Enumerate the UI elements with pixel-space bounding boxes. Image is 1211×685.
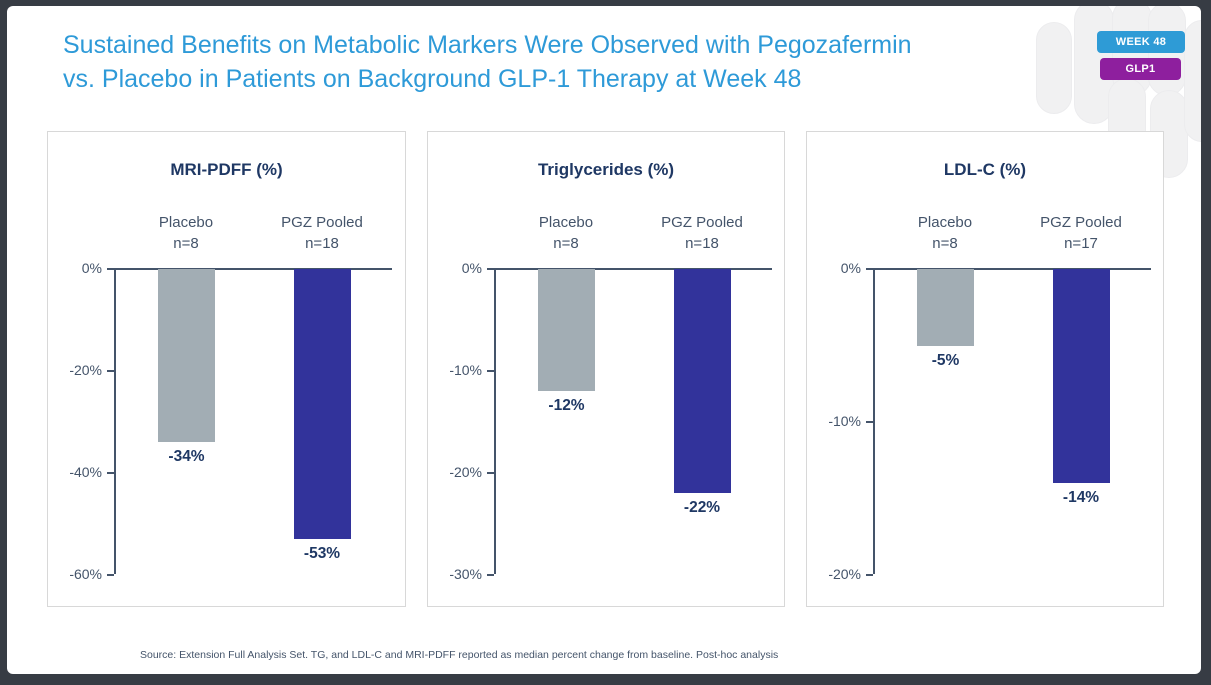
bar-pgz-pooled [673,269,731,494]
y-axis-line [494,268,496,574]
bar-value-label: -53% [303,545,341,563]
glp1-badge: GLP1 [1100,58,1181,80]
bar-placebo [158,269,215,443]
column-header-n: n=18 [305,235,339,252]
bar-value-label: -34% [168,448,205,466]
y-tick-mark [866,268,873,270]
page-title: Sustained Benefits on Metabolic Markers … [63,28,1073,96]
y-tick-label: 0% [461,260,482,276]
column-header-label: PGZ Pooled [1040,214,1122,231]
y-tick-mark [487,370,494,372]
y-tick-label: -20% [449,464,482,480]
column-header-n: n=18 [685,235,719,252]
column-header-label: Placebo [158,214,214,231]
y-tick-label: 0% [81,260,102,276]
bar-value-label: -14% [1062,489,1100,507]
column-header-pgz: PGZ Pooled n=18 [632,212,772,254]
y-tick-mark [487,472,494,474]
y-tick-mark [866,574,873,576]
column-header-label: PGZ Pooled [661,214,743,231]
column-header-n: n=8 [173,235,199,252]
y-tick-label: -60% [69,566,102,582]
y-tick-label: -10% [449,362,482,378]
page-title-line2: vs. Placebo in Patients on Background GL… [63,65,802,93]
chart-panel-mri-pdff: MRI-PDFF (%) Placebo n=8 PGZ Pooled n=18… [47,131,406,607]
y-tick-mark [107,370,114,372]
y-tick-label: -40% [69,464,102,480]
column-header-n: n=8 [553,235,579,252]
column-header-placebo: Placebo n=8 [875,212,1015,254]
zero-baseline [487,268,772,270]
chart-title: LDL-C (%) [943,160,1027,179]
capsule-shape [1184,20,1201,142]
page-title-line1: Sustained Benefits on Metabolic Markers … [63,31,912,59]
bar-value-label: -12% [548,397,585,415]
y-tick-label: -20% [69,362,102,378]
bar-value-label: -22% [683,499,721,517]
column-header-pgz: PGZ Pooled n=17 [1011,212,1151,254]
week-48-badge: WEEK 48 [1097,31,1185,53]
y-axis-line [873,268,875,574]
column-header-placebo: Placebo n=8 [116,212,256,254]
y-tick-mark [107,268,114,270]
column-header-pgz: PGZ Pooled n=18 [252,212,392,254]
y-tick-label: -10% [828,413,861,429]
y-tick-mark [487,574,494,576]
y-tick-label: -30% [449,566,482,582]
y-tick-mark [487,268,494,270]
slide: Sustained Benefits on Metabolic Markers … [7,6,1201,674]
zero-baseline [107,268,392,270]
y-axis-line [114,268,116,574]
y-tick-label: -20% [828,566,861,582]
zero-baseline [866,268,1151,270]
chart-title: Triglycerides (%) [537,160,675,179]
bar-pgz-pooled [293,269,351,540]
chart-title: MRI-PDFF (%) [170,160,283,179]
column-header-placebo: Placebo n=8 [496,212,636,254]
y-tick-mark [107,472,114,474]
column-header-label: Placebo [538,214,594,231]
chart-panel-triglycerides: Triglycerides (%) Placebo n=8 PGZ Pooled… [427,131,785,607]
y-tick-mark [866,421,873,423]
bar-pgz-pooled [1052,269,1110,484]
bar-placebo [538,269,595,392]
column-header-label: Placebo [917,214,973,231]
chart-panel-ldl-c: LDL-C (%) Placebo n=8 PGZ Pooled n=17 0%… [806,131,1164,607]
y-tick-mark [107,574,114,576]
bar-value-label: -5% [931,351,960,369]
y-tick-label: 0% [840,260,861,276]
source-footnote: Source: Extension Full Analysis Set. TG,… [140,649,779,661]
column-header-n: n=17 [1064,235,1098,252]
column-header-label: PGZ Pooled [281,214,363,231]
column-header-n: n=8 [932,235,958,252]
bar-placebo [917,269,974,346]
